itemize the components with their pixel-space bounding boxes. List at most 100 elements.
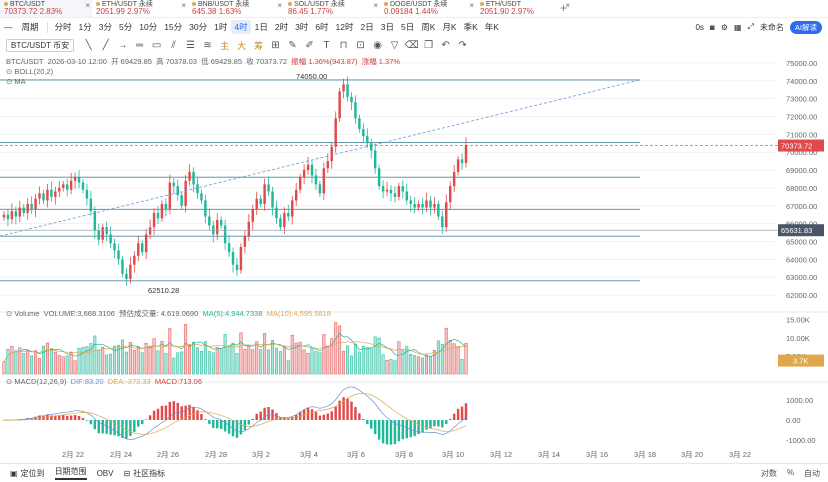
- price-chart-svg[interactable]: 75000.00 74000.00 73000.00 72000.00 71000.00…: [0, 54, 828, 464]
- candle-body: [89, 198, 93, 212]
- period-item[interactable]: 3日: [380, 22, 394, 32]
- period-item[interactable]: 12时: [335, 22, 354, 32]
- close-icon[interactable]: ×: [181, 1, 186, 10]
- period-item[interactable]: 1日: [254, 22, 268, 32]
- close-icon[interactable]: ×: [373, 1, 378, 10]
- text-icon[interactable]: T: [323, 39, 330, 51]
- period-item[interactable]: 5日: [400, 22, 415, 32]
- volume-bar: [338, 325, 342, 375]
- period-item[interactable]: 2日: [360, 22, 374, 32]
- period-item[interactable]: 3时: [295, 22, 309, 32]
- symbol-selector[interactable]: —: [0, 22, 19, 32]
- eye-icon[interactable]: ⊙: [6, 67, 13, 76]
- macd-histogram-bar: [291, 417, 294, 420]
- volume-bar: [357, 351, 361, 375]
- obv-button[interactable]: OBV: [97, 469, 114, 478]
- close-icon[interactable]: ×: [565, 1, 570, 10]
- arrow-tool-icon[interactable]: →: [117, 39, 128, 51]
- undo-icon[interactable]: ↶: [441, 39, 450, 51]
- ticker-tab[interactable]: SOL/USDT 永续 86.45 1.77% ×: [284, 0, 380, 17]
- brush-icon[interactable]: ✐: [305, 39, 314, 51]
- lock-icon[interactable]: ⊡: [356, 39, 365, 51]
- ticker-tab[interactable]: ETH/USDT 永续 2051.99 2.97% ×: [92, 0, 188, 17]
- ray-tool-icon[interactable]: ╱: [102, 39, 109, 51]
- coin-icon: [4, 2, 8, 6]
- eye-icon[interactable]: ⊙: [6, 377, 13, 386]
- period-item[interactable]: 3分: [98, 22, 112, 32]
- period-item[interactable]: 周K: [421, 22, 436, 32]
- close-icon[interactable]: ×: [469, 1, 474, 10]
- eye-icon[interactable]: ⊙: [6, 77, 13, 86]
- eye-icon[interactable]: ◉: [373, 39, 382, 51]
- candle-body: [456, 159, 460, 172]
- community-indicator-button[interactable]: ⊟ 社区指标: [123, 468, 165, 479]
- indicator-shortcut[interactable]: 主: [220, 40, 230, 51]
- magnet-icon[interactable]: ⊓: [339, 39, 348, 51]
- measure-icon[interactable]: ⊞: [271, 39, 280, 51]
- candle-body: [227, 243, 231, 253]
- ticker-name: DOGE/USDT 永续: [384, 0, 472, 7]
- fullscreen-icon[interactable]: ⤢: [747, 22, 754, 31]
- volume-ma5-line: [3, 332, 467, 362]
- ai-interpret-button[interactable]: AI解读: [789, 20, 822, 34]
- community-label: 社区指标: [133, 468, 166, 478]
- ticker-tab[interactable]: ETH/USDT 2051.90 2.97% ×: [476, 0, 572, 17]
- exchange-selector[interactable]: BTC/USDT 币安: [6, 38, 75, 52]
- macd-histogram-bar: [346, 398, 349, 420]
- ma-indicator-label[interactable]: ⊙ MA: [6, 77, 26, 86]
- ticker-tab[interactable]: BTC/USDT 70373.72 2.83% ×: [0, 0, 92, 17]
- macd-histogram-bar: [322, 414, 326, 420]
- grid-icon[interactable]: ▦: [733, 22, 742, 32]
- account-label[interactable]: 未命名: [759, 22, 784, 32]
- period-item[interactable]: 6时: [315, 22, 329, 32]
- gear-icon[interactable]: ⚙: [720, 22, 728, 32]
- macd-histogram-bar: [235, 420, 239, 438]
- line-tool-icon[interactable]: ╲: [85, 39, 92, 51]
- period-item[interactable]: 15分: [164, 22, 183, 32]
- ticker-tab[interactable]: BNB/USDT 永续 645.38 1.63% ×: [188, 0, 284, 17]
- volume-bar: [267, 349, 271, 375]
- indicator-shortcut[interactable]: 大: [237, 40, 247, 51]
- macd-histogram-bar: [54, 415, 57, 420]
- percent-scale-toggle[interactable]: %: [786, 467, 794, 477]
- period-item[interactable]: 5分: [119, 22, 133, 32]
- period-item[interactable]: 月K: [442, 22, 457, 32]
- close-icon[interactable]: ×: [277, 1, 282, 10]
- locate-button[interactable]: ▣ 定位到: [10, 468, 45, 479]
- pen-icon[interactable]: ✎: [288, 39, 297, 51]
- close-icon[interactable]: ×: [85, 1, 90, 10]
- period-item[interactable]: 10分: [139, 22, 158, 32]
- ticker-tab[interactable]: DOGE/USDT 永续 0.09184 1.44% ×: [380, 0, 476, 17]
- add-tab-button[interactable]: +: [560, 1, 568, 15]
- date-range-button[interactable]: 日期范围: [54, 466, 87, 480]
- log-scale-toggle[interactable]: 对数: [760, 468, 777, 478]
- filter-icon[interactable]: ▽: [390, 39, 399, 51]
- layers-icon[interactable]: ❐: [424, 39, 434, 51]
- pattern-tool-icon[interactable]: ≋: [203, 39, 212, 51]
- redo-icon[interactable]: ↷: [458, 39, 467, 51]
- period-item[interactable]: 分时: [54, 22, 72, 32]
- hline-tool-icon[interactable]: ═: [136, 39, 144, 51]
- delete-icon[interactable]: ⌫: [404, 39, 419, 51]
- dea-value: DEA:-373.33: [107, 377, 151, 386]
- eye-icon[interactable]: ⊙: [6, 309, 13, 318]
- indicator-shortcut[interactable]: 筹: [254, 40, 264, 51]
- period-label[interactable]: 周期: [21, 22, 39, 32]
- rect-tool-icon[interactable]: ▭: [151, 39, 162, 51]
- close-value: 收 70373.72: [246, 57, 288, 66]
- period-item[interactable]: 4时: [231, 20, 251, 34]
- period-item[interactable]: 1时: [214, 22, 228, 32]
- boll-indicator-label[interactable]: ⊙ BOLL(20,2): [6, 67, 53, 76]
- period-item[interactable]: 季K: [463, 22, 478, 32]
- period-item[interactable]: 年K: [484, 22, 499, 32]
- candle-body: [192, 171, 195, 185]
- period-item[interactable]: 1分: [78, 22, 92, 32]
- channel-tool-icon[interactable]: ⫽: [171, 39, 176, 51]
- x-axis-label: 2月 28: [205, 450, 227, 459]
- chart-area[interactable]: 75000.00 74000.00 73000.00 72000.00 71000.00…: [0, 54, 828, 466]
- period-item[interactable]: 30分: [189, 22, 208, 32]
- camera-icon[interactable]: ◙: [709, 22, 715, 32]
- auto-scale-toggle[interactable]: 自动: [804, 468, 820, 478]
- fib-tool-icon[interactable]: ☰: [186, 39, 196, 51]
- period-item[interactable]: 2时: [274, 22, 289, 32]
